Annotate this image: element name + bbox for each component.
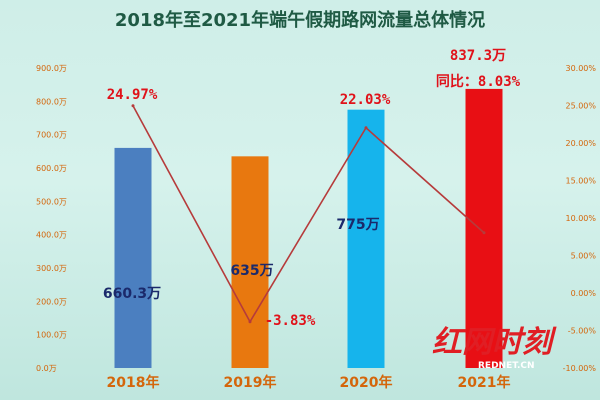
y-tick-label: 400.0万 <box>36 231 67 240</box>
rate-value-label: -3.83% <box>265 313 316 329</box>
right-axis: -10.00% -5.00% 0.00% 5.00% 10.00% 15.00% 20.00… <box>563 64 597 373</box>
y2-tick-label: 15.00% <box>565 177 596 186</box>
y2-tick-label: 25.00% <box>565 102 596 111</box>
bar <box>231 156 269 368</box>
y2-tick-label: 5.00% <box>571 252 597 261</box>
bar-value-label: 837.3万 <box>450 48 506 64</box>
x-tick-label: 2019年 <box>224 374 277 391</box>
chart-title: 2018年至2021年端午假期路网流量总体情况 <box>115 9 485 31</box>
bars <box>114 88 503 369</box>
x-tick-label: 2021年 <box>458 374 511 391</box>
growth-line <box>131 104 486 324</box>
left-axis: 0.0万 100.0万 200.0万 300.0万 400.0万 500.0万 600.0万… <box>36 64 67 373</box>
y-tick-label: 700.0万 <box>36 131 67 140</box>
bar <box>465 88 503 369</box>
rate-value-label: 同比：8.03% <box>436 73 521 90</box>
y2-tick-label: 0.00% <box>571 289 597 298</box>
rate-value-label: 24.97% <box>107 87 158 103</box>
line-point <box>364 126 368 130</box>
y-tick-label: 0.0万 <box>36 364 57 373</box>
line-point <box>131 104 135 108</box>
bar <box>114 147 152 368</box>
x-tick-label: 2020年 <box>340 374 393 391</box>
bar-value-label: 660.3万 <box>103 286 161 302</box>
line-point <box>248 320 252 324</box>
y2-tick-label: -5.00% <box>568 327 597 336</box>
y-tick-label: 300.0万 <box>36 264 67 273</box>
line-point <box>482 231 486 235</box>
y-tick-label: 100.0万 <box>36 331 67 340</box>
y-tick-label: 800.0万 <box>36 97 67 106</box>
y-tick-label: 600.0万 <box>36 164 67 173</box>
data-labels: 660.3万 635万 775万 837.3万 24.97% -3.83% 22.03% 同比… <box>103 48 521 329</box>
bar-value-label: 635万 <box>230 263 273 279</box>
growth-line-path <box>132 105 485 324</box>
watermark-logo: 红网时刻 <box>432 325 557 360</box>
x-axis: 2018年 2019年 2020年 2021年 <box>107 374 511 391</box>
x-tick-label: 2018年 <box>107 374 160 391</box>
watermark: 红网时刻 REDNET.CN <box>432 325 557 371</box>
rate-value-label: 22.03% <box>340 92 391 108</box>
bar <box>347 109 385 369</box>
y2-tick-label: 10.00% <box>565 214 596 223</box>
watermark-url: REDNET.CN <box>478 361 535 371</box>
y2-tick-label: 20.00% <box>565 139 596 148</box>
y-tick-label: 200.0万 <box>36 297 67 306</box>
bar-value-label: 775万 <box>336 217 379 233</box>
y2-tick-label: 30.00% <box>565 64 596 73</box>
y-tick-label: 500.0万 <box>36 197 67 206</box>
y2-tick-label: -10.00% <box>563 364 597 373</box>
y-tick-label: 900.0万 <box>36 64 67 73</box>
